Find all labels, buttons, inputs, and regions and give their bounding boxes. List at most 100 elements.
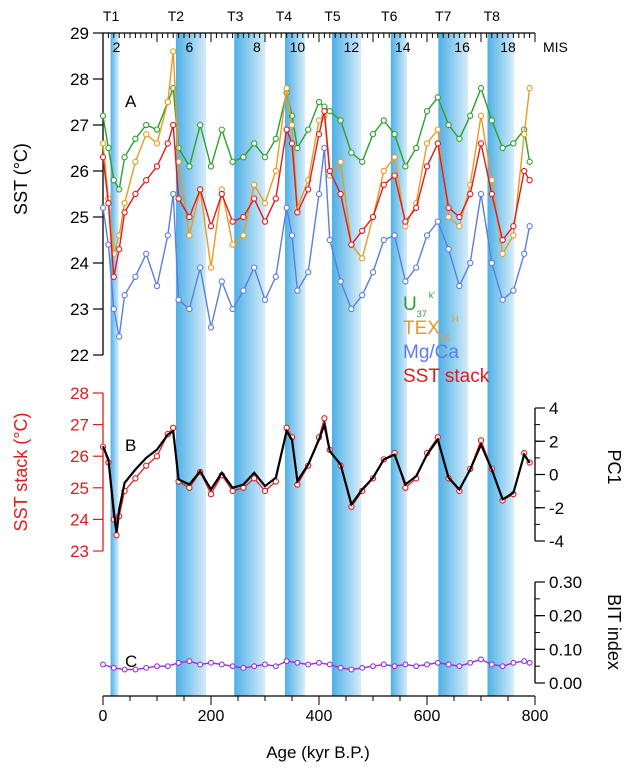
y-tick-label: 28 <box>70 384 89 403</box>
data-point <box>488 259 495 267</box>
series-line <box>102 111 531 277</box>
data-point <box>294 144 301 152</box>
data-point <box>359 664 366 671</box>
data-point <box>197 661 204 668</box>
data-point <box>413 663 420 670</box>
data-point <box>186 163 193 170</box>
data-point <box>99 204 107 211</box>
data-point <box>105 144 112 152</box>
y-tick-label: 23 <box>70 300 89 319</box>
data-point <box>229 663 236 670</box>
data-point <box>283 204 290 211</box>
data-point <box>413 264 420 271</box>
data-point <box>316 659 322 666</box>
termination-label: T2 <box>168 8 185 24</box>
data-point <box>218 661 225 668</box>
data-point <box>283 658 290 665</box>
termination-label: T1 <box>103 8 120 24</box>
data-point <box>261 154 269 161</box>
data-point <box>186 213 193 221</box>
data-point <box>370 663 376 670</box>
glacial-band-6 <box>390 33 408 696</box>
data-point <box>499 250 506 257</box>
data-point <box>526 659 533 666</box>
data-point <box>337 278 344 285</box>
data-point <box>132 273 139 280</box>
data-point <box>207 490 215 498</box>
data-point <box>283 85 290 92</box>
data-point <box>402 218 409 225</box>
data-point <box>283 126 290 133</box>
data-point <box>510 232 517 239</box>
legend-entry: U37k' <box>403 290 435 319</box>
data-point <box>359 158 366 165</box>
data-point <box>391 154 398 161</box>
y-tick-label: 26 <box>70 447 89 466</box>
data-point <box>391 232 398 239</box>
data-point <box>526 223 533 230</box>
glacial-band-1 <box>110 33 119 696</box>
data-point <box>100 661 106 668</box>
data-point <box>391 663 398 670</box>
data-point <box>99 154 107 161</box>
data-point <box>413 144 420 152</box>
panel-b-label: B <box>125 436 136 455</box>
data-point <box>445 121 452 129</box>
x-tick-label: 600 <box>414 708 441 725</box>
mis-stage-label: 8 <box>253 39 261 55</box>
data-point <box>434 126 441 133</box>
data-point <box>272 663 279 670</box>
data-point <box>467 190 474 198</box>
data-point <box>261 200 269 207</box>
data-point <box>380 167 387 175</box>
data-point <box>526 177 533 184</box>
glacial-bands <box>110 33 514 696</box>
termination-label: T7 <box>435 8 452 24</box>
data-point <box>434 94 441 101</box>
series-line <box>102 86 531 192</box>
mis-stage-label: 18 <box>500 39 516 55</box>
data-point <box>121 154 128 161</box>
data-point <box>521 167 528 175</box>
data-point <box>526 85 533 92</box>
data-point <box>305 126 312 133</box>
data-point <box>153 140 161 147</box>
mis-stage-label: 14 <box>395 39 411 55</box>
data-point <box>423 232 431 239</box>
data-point <box>164 232 171 239</box>
x-tick-label: 400 <box>306 708 333 725</box>
data-point <box>105 200 112 207</box>
data-point <box>170 48 177 55</box>
data-point <box>348 241 355 248</box>
termination-label: T4 <box>276 8 293 24</box>
data-point <box>510 287 517 294</box>
data-point <box>402 661 409 668</box>
legend-entry: TEX86H <box>403 314 458 343</box>
data-point <box>294 659 301 666</box>
y-tick-label: -4 <box>549 532 564 551</box>
data-point <box>154 663 160 670</box>
data-point <box>229 241 236 248</box>
data-point <box>208 659 214 666</box>
mis-stage-label: 12 <box>344 39 360 55</box>
data-point <box>369 131 377 138</box>
data-point <box>143 664 150 671</box>
data-point <box>121 292 128 299</box>
y-tick-label: -2 <box>549 499 564 518</box>
data-point <box>251 475 258 482</box>
x-tick-label: 800 <box>522 708 549 725</box>
data-point <box>175 296 182 303</box>
data-point <box>467 659 474 666</box>
data-point <box>132 475 139 482</box>
data-point <box>121 666 128 673</box>
data-point <box>110 177 117 184</box>
data-point <box>294 209 301 216</box>
data-point <box>218 190 225 198</box>
data-point <box>207 264 215 271</box>
data-point <box>445 246 452 253</box>
data-point <box>434 659 441 666</box>
data-point <box>116 186 123 193</box>
data-point <box>348 149 355 156</box>
